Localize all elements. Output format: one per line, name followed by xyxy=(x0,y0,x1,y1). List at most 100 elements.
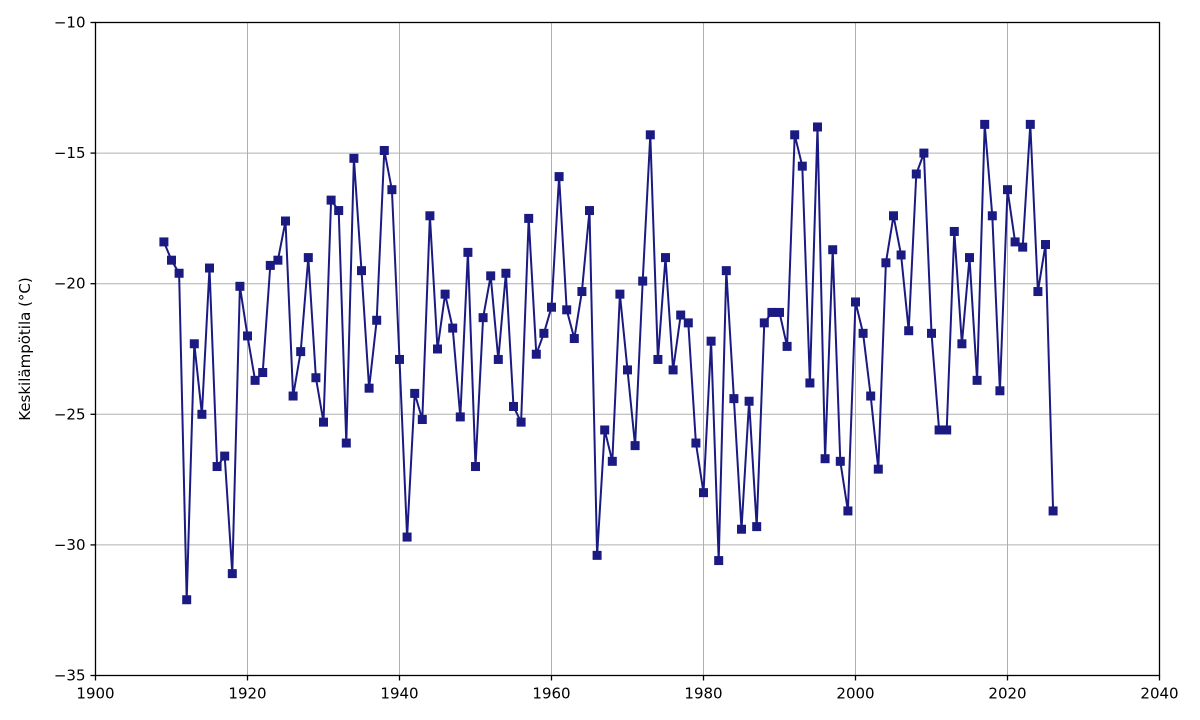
data-point-marker xyxy=(805,378,815,388)
plot-border xyxy=(94,21,1161,677)
data-point-marker xyxy=(615,289,625,299)
data-point-marker xyxy=(547,302,556,312)
data-point-marker xyxy=(402,532,412,542)
data-point-marker xyxy=(539,328,549,338)
data-point-marker xyxy=(296,347,306,357)
data-point-marker xyxy=(486,271,496,281)
data-point-marker xyxy=(288,391,298,401)
data-point-marker xyxy=(645,130,655,140)
data-point-marker xyxy=(258,368,268,378)
data-point-marker xyxy=(1041,240,1050,250)
data-point-marker xyxy=(379,145,389,155)
data-point-marker xyxy=(623,365,632,375)
data-point-marker xyxy=(205,263,214,273)
y-tick-label: −30 xyxy=(54,536,86,554)
data-point-marker xyxy=(942,425,952,435)
data-point-marker xyxy=(889,211,898,221)
data-point-marker xyxy=(281,216,290,226)
data-point-marker xyxy=(471,462,480,472)
data-point-marker xyxy=(866,391,876,401)
data-point-marker xyxy=(265,260,275,270)
data-point-marker xyxy=(448,323,458,333)
data-point-markers xyxy=(159,119,1058,605)
data-point-marker xyxy=(501,268,511,278)
x-tick-label: 2020 xyxy=(988,685,1026,703)
data-point-marker xyxy=(509,401,518,411)
data-point-marker xyxy=(440,289,450,299)
data-point-marker xyxy=(881,258,891,268)
data-point-marker xyxy=(721,266,731,276)
data-point-marker xyxy=(235,281,245,291)
y-tick-label: −10 xyxy=(54,14,86,32)
data-point-marker xyxy=(600,425,610,435)
data-point-marker xyxy=(189,339,199,349)
data-point-marker xyxy=(638,276,648,286)
data-point-marker xyxy=(364,383,374,393)
x-tick-label: 1980 xyxy=(684,685,722,703)
data-point-marker xyxy=(607,456,617,466)
data-point-marker xyxy=(167,255,176,265)
data-point-marker xyxy=(319,417,328,427)
data-point-marker xyxy=(1010,237,1020,247)
data-point-marker xyxy=(524,213,534,223)
data-point-marker xyxy=(980,119,990,129)
data-point-marker xyxy=(478,313,488,323)
data-point-marker xyxy=(851,297,860,307)
data-point-marker xyxy=(987,211,997,221)
data-point-marker xyxy=(904,326,914,336)
data-point-marker xyxy=(357,266,366,276)
data-point-marker xyxy=(334,206,344,216)
data-point-marker xyxy=(220,451,230,461)
data-point-marker xyxy=(995,386,1005,396)
data-point-marker xyxy=(372,315,382,325)
data-point-marker xyxy=(516,417,526,427)
data-point-marker xyxy=(243,331,252,341)
data-point-marker xyxy=(554,172,564,182)
data-point-marker xyxy=(585,206,594,216)
data-point-marker xyxy=(797,161,807,171)
data-point-marker xyxy=(349,153,359,163)
data-point-marker xyxy=(630,441,640,451)
data-point-marker xyxy=(212,462,222,472)
data-point-marker xyxy=(197,409,207,419)
data-point-marker xyxy=(737,524,746,534)
x-tick-label: 1940 xyxy=(380,685,418,703)
data-point-marker xyxy=(744,396,754,406)
data-point-marker xyxy=(820,454,830,464)
gridlines xyxy=(95,22,1160,676)
data-point-marker xyxy=(661,253,670,263)
data-point-marker xyxy=(592,550,602,560)
data-point-marker xyxy=(455,412,465,422)
data-point-marker xyxy=(676,310,686,320)
x-tick-label: 1920 xyxy=(228,685,266,703)
data-point-marker xyxy=(919,148,929,158)
data-point-marker xyxy=(767,307,777,317)
data-point-marker xyxy=(691,438,701,448)
data-point-marker xyxy=(957,339,967,349)
data-point-marker xyxy=(410,388,420,398)
tick-labels: 1900 1920 1940 1960 1980 2000 2020 2040 −10 −15 −2… xyxy=(54,14,1179,703)
data-point-marker xyxy=(387,185,397,195)
data-point-marker xyxy=(182,595,192,605)
data-point-marker xyxy=(1018,242,1028,252)
data-point-marker xyxy=(303,253,313,263)
x-tick-label: 1960 xyxy=(532,685,570,703)
data-point-marker xyxy=(706,336,716,346)
x-tick-label: 2000 xyxy=(836,685,874,703)
data-point-marker xyxy=(683,318,693,328)
data-point-marker xyxy=(927,328,936,338)
data-point-marker xyxy=(653,354,663,364)
data-point-marker xyxy=(729,394,739,404)
data-point-marker xyxy=(311,373,321,383)
data-point-marker xyxy=(1003,185,1012,195)
data-point-marker xyxy=(1033,287,1043,297)
y-tick-label: −20 xyxy=(54,275,86,293)
data-point-marker xyxy=(911,169,921,179)
tick-marks xyxy=(90,21,1161,681)
x-tick-label: 2040 xyxy=(1140,685,1178,703)
data-point-marker xyxy=(341,438,351,448)
data-point-marker xyxy=(395,354,404,364)
y-tick-label: −25 xyxy=(54,405,86,423)
data-point-marker xyxy=(714,556,724,566)
